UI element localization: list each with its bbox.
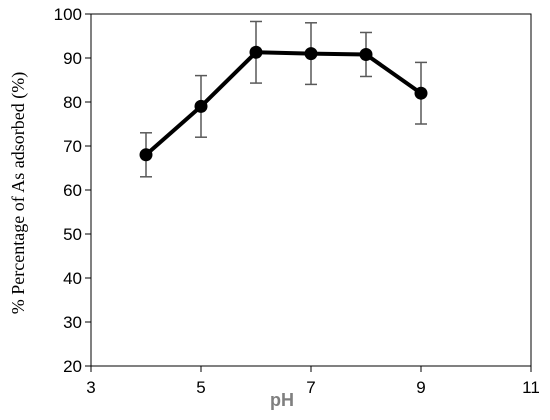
y-axis-title: % Percentage of As adsorbed (%) bbox=[8, 72, 29, 314]
x-tick-label: 11 bbox=[522, 378, 540, 397]
y-tick-label: 90 bbox=[63, 49, 82, 68]
x-tick-label: 3 bbox=[86, 378, 95, 397]
data-point bbox=[359, 47, 373, 61]
y-tick-label: 100 bbox=[54, 5, 82, 24]
x-tick-label: 9 bbox=[416, 378, 425, 397]
x-tick-label: 7 bbox=[306, 378, 315, 397]
x-axis-ticks: 3 5 7 9 11 bbox=[86, 366, 540, 397]
series-line bbox=[144, 50, 423, 157]
y-tick-label: 70 bbox=[63, 137, 82, 156]
y-tick-label: 50 bbox=[63, 225, 82, 244]
data-point bbox=[304, 47, 318, 61]
y-tick-label: 20 bbox=[63, 357, 82, 376]
y-tick-label: 80 bbox=[63, 93, 82, 112]
y-axis-ticks: 20 30 40 50 60 70 80 90 100 bbox=[54, 5, 91, 376]
data-point bbox=[194, 99, 208, 113]
x-axis-title: pH bbox=[270, 390, 294, 410]
y-tick-label: 60 bbox=[63, 181, 82, 200]
x-tick-label: 5 bbox=[196, 378, 205, 397]
data-point bbox=[139, 148, 153, 162]
data-point bbox=[414, 86, 428, 100]
y-tick-label: 30 bbox=[63, 313, 82, 332]
y-tick-label: 40 bbox=[63, 269, 82, 288]
data-point bbox=[249, 45, 263, 59]
series-layer bbox=[139, 20, 428, 178]
